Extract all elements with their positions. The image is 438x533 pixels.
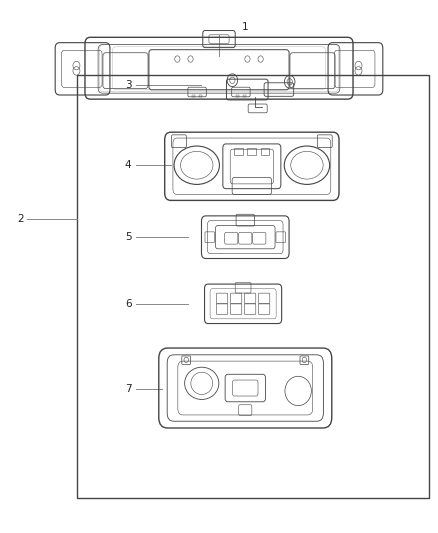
Text: 4: 4 (125, 160, 131, 170)
Bar (192, 95, 195, 98)
Bar (234, 148, 243, 155)
Bar (261, 148, 269, 155)
Text: 7: 7 (125, 384, 131, 394)
Bar (77, 75, 429, 498)
Text: 3: 3 (125, 80, 131, 90)
Bar (247, 148, 256, 155)
Text: 5: 5 (125, 232, 131, 242)
Text: 2: 2 (18, 214, 24, 223)
Bar (199, 95, 202, 98)
Text: 1: 1 (242, 22, 248, 31)
Bar (243, 95, 246, 98)
Bar (236, 95, 239, 98)
Text: 6: 6 (125, 299, 131, 309)
